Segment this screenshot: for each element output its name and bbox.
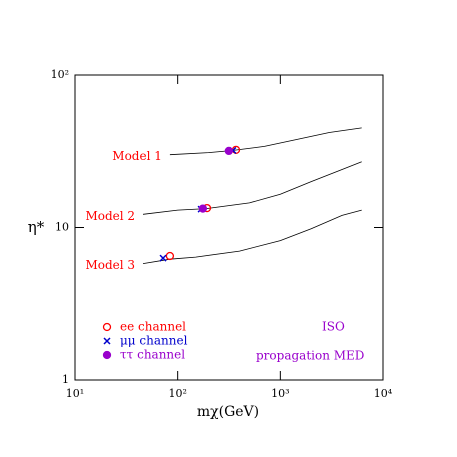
legend-label: μμ channel <box>120 334 188 348</box>
legend-label: ee channel <box>120 320 186 334</box>
marker-cross <box>159 254 167 262</box>
marker-filled-circle <box>102 350 112 360</box>
annotation: propagation MED <box>256 349 364 363</box>
x-tick-label: 10¹ <box>66 387 84 400</box>
series-label: Model 2 <box>85 209 135 223</box>
model-curve <box>142 161 362 215</box>
marker-filled-circle <box>198 204 208 213</box>
series-label: Model 1 <box>112 149 162 163</box>
x-tick-label: 10³ <box>271 387 289 400</box>
series-label: Model 3 <box>85 258 135 272</box>
model-curve <box>142 209 362 264</box>
marker-cross <box>103 337 111 345</box>
x-tick-label: 10⁴ <box>374 387 393 400</box>
annotation: ISO <box>322 320 345 334</box>
legend-label: ττ channel <box>120 348 185 362</box>
y-tick-label: 1 <box>62 373 69 386</box>
model-curve <box>169 127 362 156</box>
marker-open-circle <box>165 251 175 261</box>
x-tick-label: 10² <box>168 387 186 400</box>
marker-filled-circle <box>224 146 233 156</box>
y-tick-label: 10 <box>55 221 69 234</box>
x-axis-label: mχ(GeV) <box>197 404 259 420</box>
y-tick-label: 10² <box>51 68 69 81</box>
y-axis-label: η* <box>28 218 45 236</box>
marker-open-circle <box>102 322 112 332</box>
